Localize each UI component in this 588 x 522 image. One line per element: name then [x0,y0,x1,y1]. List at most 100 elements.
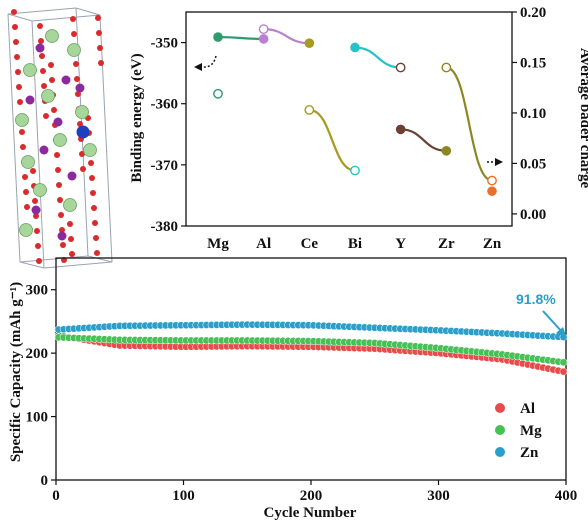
lithium-atom [67,43,81,57]
series-line-segment [309,108,356,172]
left-arrow-head [194,63,202,71]
metal-atom [31,205,41,215]
oxygen-atom [20,144,26,150]
oxygen-atom [97,45,103,51]
oxygen-atom [11,9,17,15]
top-ticks: -350 -360 -370 -380 0.00 0.05 0.10 0.15 0.20 Mg Al… [151,5,547,252]
legend: Al Mg Zn [495,401,542,461]
y-tick-label: 200 [26,346,49,362]
atoms [11,9,104,264]
oxygen-atom [23,189,29,195]
x-tick-label: Ce [301,236,319,252]
metal-atom [75,83,85,93]
oxygen-atom [93,235,99,241]
y-axis-label-capacity: Specific Capacity (mAh g⁻¹) [8,282,24,462]
oxygen-atom [14,54,20,60]
bottom-plot-frame [55,257,567,481]
oxygen-atom [79,151,85,157]
oxygen-atom [73,61,79,67]
binding-energy-point [350,42,360,53]
oxygen-atom [35,243,41,249]
bader-charge-point [213,88,223,99]
retention-arrow [542,310,564,334]
capacity-point-al [559,367,568,376]
oxygen-atom [67,221,73,227]
x-tick-label: Bi [348,236,362,252]
x-tick-label: 100 [172,488,195,504]
oxygen-atom [22,174,28,180]
series-line-segment [217,35,264,41]
top-plot-frame [185,11,513,227]
y-axis-label-binding: Binding energy (eV) [129,53,145,182]
oxygen-atom [56,182,62,188]
oxygen-atom [16,84,22,90]
capacity-point-mg [559,358,568,367]
oxygen-atom [32,198,38,204]
top-axes [185,11,513,227]
y-axis-label-bader: Average bader charge [577,48,588,189]
x-tick-label: Y [395,236,406,252]
oxygen-atom [80,166,86,172]
legend-label: Mg [520,423,542,439]
oxygen-atom [15,69,21,75]
oxygen-atom [37,23,43,29]
lithium-atom [75,105,89,119]
oxygen-atom [88,160,94,166]
binding-energy-point [258,34,269,44]
y-tick-label: -380 [151,219,179,235]
y2-tick-label: 0.00 [520,207,546,223]
binding-energy-point [213,32,223,42]
oxygen-atom [57,197,63,203]
lithium-atom [53,133,67,147]
oxygen-atom [70,16,76,22]
metal-atom [67,171,77,181]
oxygen-atom [24,204,30,210]
lithium-atom [45,29,59,43]
bottom-series [54,320,568,376]
oxygen-atom [60,242,66,248]
binding-energy-point [487,186,497,196]
top-series [213,24,497,196]
oxygen-atom [91,205,97,211]
metal-atom [35,43,45,53]
series-line-segment [445,66,493,182]
metal-atom [25,95,35,105]
oxygen-atom [51,107,57,113]
oxygen-atom [74,76,80,82]
oxygen-atom [58,212,64,218]
lithium-atom [63,198,77,212]
oxygen-atom [12,24,18,30]
binding-energy-point [395,124,406,135]
y-tick-label: -370 [151,158,179,174]
oxygen-atom [49,77,55,83]
oxygen-atom [90,190,96,196]
oxygen-atom [68,236,74,242]
bader-charge-point [395,62,406,73]
binding-energy-point [441,145,452,156]
y2-tick-label: 0.20 [520,5,546,21]
oxygen-atom [69,251,75,257]
lithium-atom [83,143,97,157]
oxygen-atom [98,60,104,66]
metal-atom [61,75,71,85]
y2-tick-label: 0.10 [520,106,546,122]
bader-charge-point [487,175,497,186]
metal-atom [53,117,63,127]
oxygen-atom [33,213,39,219]
oxygen-atom [89,175,95,181]
series-line-segment [354,46,401,69]
x-tick-label: Zr [438,236,455,252]
binding-energy-point [304,38,315,48]
y-tick-label: -350 [151,36,179,52]
y-tick-label: -360 [151,97,179,113]
oxygen-atom [19,129,25,135]
left-arrow-annotation [199,55,217,68]
series-line-segment [263,28,310,45]
legend-marker [495,425,505,435]
lithium-atom [15,113,29,127]
oxygen-atom [96,30,102,36]
oxygen-atom [54,152,60,158]
series-line-segment [400,128,447,152]
